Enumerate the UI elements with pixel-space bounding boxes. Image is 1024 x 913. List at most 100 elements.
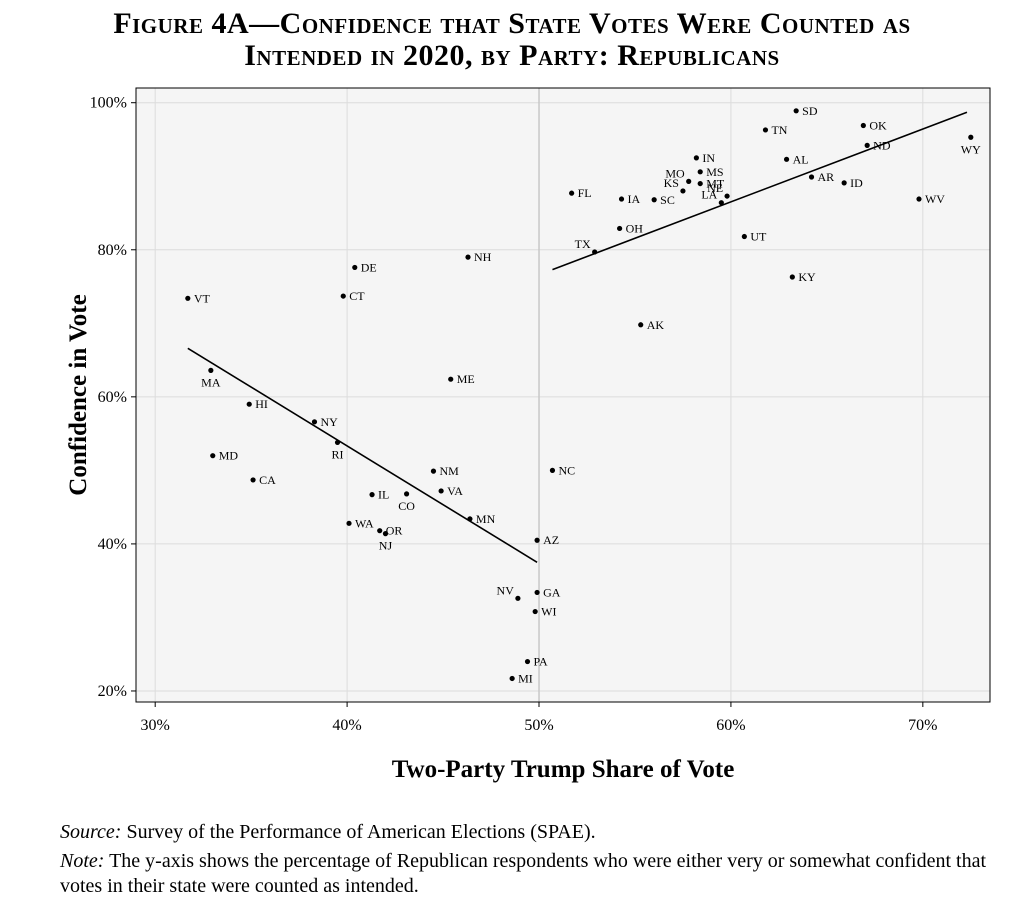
data-point-al: AL bbox=[783, 152, 809, 166]
data-point-az: AZ bbox=[534, 533, 559, 547]
point-marker bbox=[369, 492, 375, 498]
point-marker bbox=[532, 608, 538, 615]
data-point-ri: RI bbox=[332, 439, 344, 461]
point-label: PA bbox=[533, 655, 548, 669]
data-point-id: ID bbox=[841, 176, 863, 190]
point-label: TX bbox=[575, 237, 591, 251]
data-point-nh: NH bbox=[465, 250, 492, 264]
point-marker bbox=[524, 658, 531, 665]
point-label: NC bbox=[558, 463, 575, 477]
data-point-sc: SC bbox=[651, 193, 675, 207]
fit-line bbox=[187, 347, 538, 563]
point-marker bbox=[515, 595, 521, 601]
point-marker bbox=[718, 200, 724, 206]
note-label: Note: bbox=[60, 850, 105, 872]
point-marker bbox=[617, 225, 623, 232]
data-point-wv: WV bbox=[916, 192, 945, 206]
data-point-nd: ND bbox=[864, 138, 891, 152]
x-tick-label: 60% bbox=[716, 717, 745, 734]
point-marker bbox=[465, 254, 471, 260]
point-label: VA bbox=[447, 484, 463, 498]
point-label: SD bbox=[802, 104, 818, 118]
point-label: TN bbox=[771, 123, 787, 137]
point-marker bbox=[403, 491, 410, 497]
figure-title: Figure 4A—Confidence that State Votes We… bbox=[0, 8, 1024, 72]
data-point-pa: PA bbox=[524, 655, 548, 669]
point-marker bbox=[968, 134, 974, 140]
data-point-ct: CT bbox=[340, 289, 365, 303]
source-text: Survey of the Performance of American El… bbox=[121, 821, 596, 843]
point-marker bbox=[448, 376, 454, 382]
point-label: NV bbox=[497, 583, 515, 597]
data-point-ak: AK bbox=[638, 318, 664, 332]
point-label: NE bbox=[707, 181, 723, 195]
point-marker bbox=[808, 174, 815, 180]
data-point-tn: TN bbox=[762, 123, 788, 137]
fit-lines bbox=[187, 111, 968, 563]
point-label: FL bbox=[578, 186, 592, 200]
point-label: KS bbox=[664, 176, 679, 190]
point-label: NJ bbox=[379, 539, 393, 553]
data-point-md: MD bbox=[210, 449, 238, 463]
data-point-il: IL bbox=[369, 488, 389, 502]
point-marker bbox=[382, 531, 389, 537]
point-marker bbox=[430, 468, 437, 474]
point-marker bbox=[467, 516, 473, 522]
x-tick-label: 30% bbox=[141, 717, 170, 734]
point-marker bbox=[762, 127, 769, 133]
point-marker bbox=[783, 156, 790, 162]
figure-title-line-1: Figure 4A—Confidence that State Votes We… bbox=[113, 7, 911, 40]
point-marker bbox=[592, 249, 598, 255]
point-marker bbox=[334, 439, 341, 446]
point-label: ME bbox=[457, 372, 475, 386]
point-label: MO bbox=[665, 166, 685, 180]
point-marker bbox=[534, 537, 540, 543]
point-label: ID bbox=[850, 176, 863, 190]
point-label: MA bbox=[201, 375, 221, 389]
y-tick-label: 20% bbox=[98, 683, 127, 700]
data-point-sd: SD bbox=[793, 104, 818, 118]
point-marker bbox=[697, 180, 703, 187]
data-point-wy: WY bbox=[961, 134, 981, 156]
point-label: MI bbox=[518, 671, 533, 685]
point-marker bbox=[569, 190, 575, 196]
x-tick-label: 50% bbox=[524, 717, 553, 734]
data-point-hi: HI bbox=[246, 397, 268, 411]
data-point-mi: MI bbox=[509, 671, 533, 685]
point-marker bbox=[793, 108, 799, 114]
point-marker bbox=[438, 488, 444, 494]
point-label: NM bbox=[439, 464, 459, 478]
point-label: ND bbox=[873, 138, 891, 152]
point-label: WI bbox=[541, 605, 556, 619]
point-marker bbox=[724, 193, 730, 199]
point-label: WV bbox=[925, 192, 945, 206]
point-label: WA bbox=[355, 516, 374, 530]
point-label: CO bbox=[398, 499, 415, 513]
data-point-ma: MA bbox=[201, 367, 221, 389]
point-label: AZ bbox=[543, 533, 559, 547]
data-point-in: IN bbox=[693, 151, 715, 165]
axes: 30% 40% 50% 60% 70% 20% 40% 60% 80% 100% bbox=[90, 95, 938, 734]
point-marker bbox=[864, 142, 870, 148]
point-marker bbox=[651, 197, 657, 203]
point-label: UT bbox=[750, 230, 767, 244]
point-label: AL bbox=[793, 152, 809, 166]
data-point-ny: NY bbox=[311, 415, 338, 429]
point-marker bbox=[686, 178, 692, 184]
data-point-fl: FL bbox=[569, 186, 592, 200]
note-line: Note: The y-axis shows the percentage of… bbox=[60, 849, 1000, 899]
point-label: MN bbox=[476, 512, 496, 526]
y-tick-label: 100% bbox=[90, 95, 127, 112]
data-point-oh: OH bbox=[617, 221, 643, 235]
y-tick-label: 40% bbox=[98, 536, 127, 553]
point-marker bbox=[377, 528, 383, 534]
data-point-nv: NV bbox=[497, 583, 521, 601]
point-label: IA bbox=[628, 192, 641, 206]
point-marker bbox=[638, 322, 644, 328]
data-point-co: CO bbox=[398, 491, 415, 513]
data-point-de: DE bbox=[352, 260, 377, 274]
point-label: AK bbox=[647, 318, 665, 332]
data-point-ar: AR bbox=[808, 170, 834, 184]
point-label: DE bbox=[361, 260, 377, 274]
point-marker bbox=[250, 477, 256, 483]
